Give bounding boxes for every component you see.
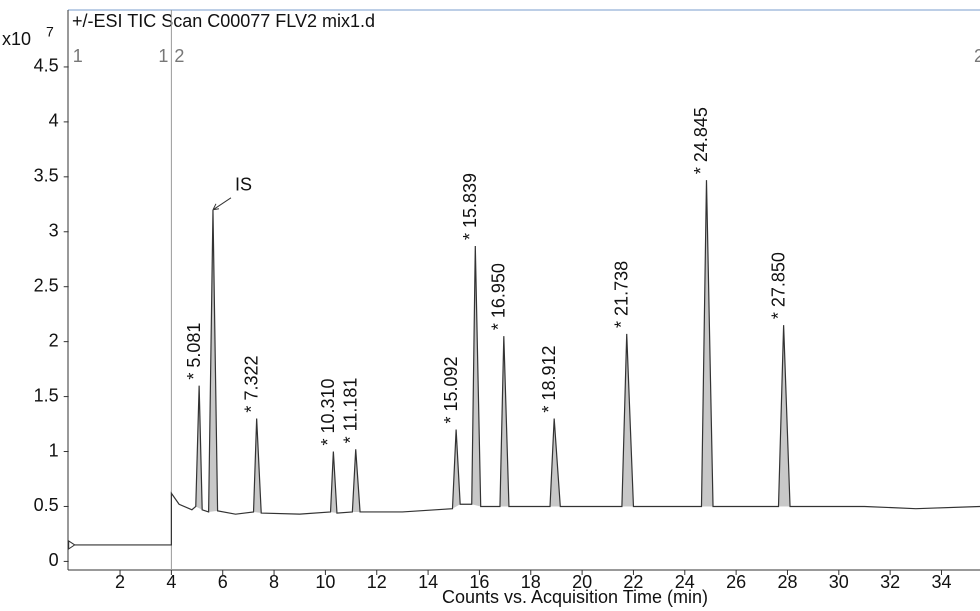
y-multiplier: x10	[2, 29, 31, 49]
x-tick-label: 4	[166, 572, 176, 592]
is-arrow	[212, 197, 232, 211]
peak-area	[621, 333, 634, 507]
peak-label: * 21.738	[611, 261, 631, 328]
x-tick-label: 32	[880, 572, 900, 592]
peak-area	[550, 418, 561, 507]
peak-area	[499, 336, 509, 507]
y-tick-label: 2.5	[34, 275, 59, 295]
peak-area	[778, 325, 791, 507]
peak-label: * 15.092	[441, 356, 461, 423]
segment-marker: 1	[158, 46, 168, 66]
peak-label: * 16.950	[489, 263, 509, 330]
segment-marker: 2	[174, 46, 184, 66]
segment-marker: 2	[974, 46, 980, 66]
peak-label: * 24.845	[691, 107, 711, 174]
peak-area	[352, 449, 361, 512]
peak-label: * 10.310	[318, 378, 338, 445]
x-tick-label: 22	[623, 572, 643, 592]
peak-label: * 27.850	[768, 252, 788, 319]
y-tick-label: 3	[49, 221, 59, 241]
start-marker	[68, 539, 76, 550]
chart-title: +/-ESI TIC Scan C00077 FLV2 mix1.d	[72, 11, 375, 31]
x-tick-label: 18	[521, 572, 541, 592]
x-axis-label: Counts vs. Acquisition Time (min)	[442, 587, 708, 607]
peak-label: * 15.839	[460, 173, 480, 240]
x-tick-label: 24	[675, 572, 695, 592]
peak-area	[701, 180, 714, 507]
peak-label: * 7.322	[241, 355, 261, 412]
peak-area	[452, 429, 461, 509]
y-tick-label: 4.5	[34, 56, 59, 76]
x-tick-label: 8	[269, 572, 279, 592]
y-exponent: 7	[46, 24, 54, 40]
y-tick-label: 1	[49, 440, 59, 460]
x-tick-label: 14	[418, 572, 438, 592]
x-tick-label: 20	[572, 572, 592, 592]
trace-line	[68, 180, 980, 546]
segment-marker: 1	[73, 46, 83, 66]
is-label: IS	[235, 175, 252, 195]
x-tick-label: 26	[726, 572, 746, 592]
peak-area	[330, 451, 337, 514]
x-tick-label: 16	[469, 572, 489, 592]
y-tick-label: 1.5	[34, 385, 59, 405]
x-tick-label: 2	[115, 572, 125, 592]
y-tick-label: 2	[49, 330, 59, 350]
x-tick-label: 34	[931, 572, 951, 592]
y-tick-label: 4	[49, 111, 59, 131]
peak-area	[253, 418, 262, 514]
x-tick-label: 30	[829, 572, 849, 592]
x-tick-label: 10	[315, 572, 335, 592]
x-tick-label: 6	[218, 572, 228, 592]
y-tick-label: 0	[49, 550, 59, 570]
y-tick-label: 3.5	[34, 166, 59, 186]
peak-label: * 5.081	[184, 323, 204, 380]
peak-area	[471, 246, 481, 507]
x-tick-label: 12	[367, 572, 387, 592]
peak-area	[195, 385, 203, 510]
peak-label: * 11.181	[340, 378, 360, 444]
peak-label: * 18.912	[539, 345, 559, 412]
x-tick-label: 28	[777, 572, 797, 592]
peak-area	[208, 209, 218, 512]
y-tick-label: 0.5	[34, 495, 59, 515]
